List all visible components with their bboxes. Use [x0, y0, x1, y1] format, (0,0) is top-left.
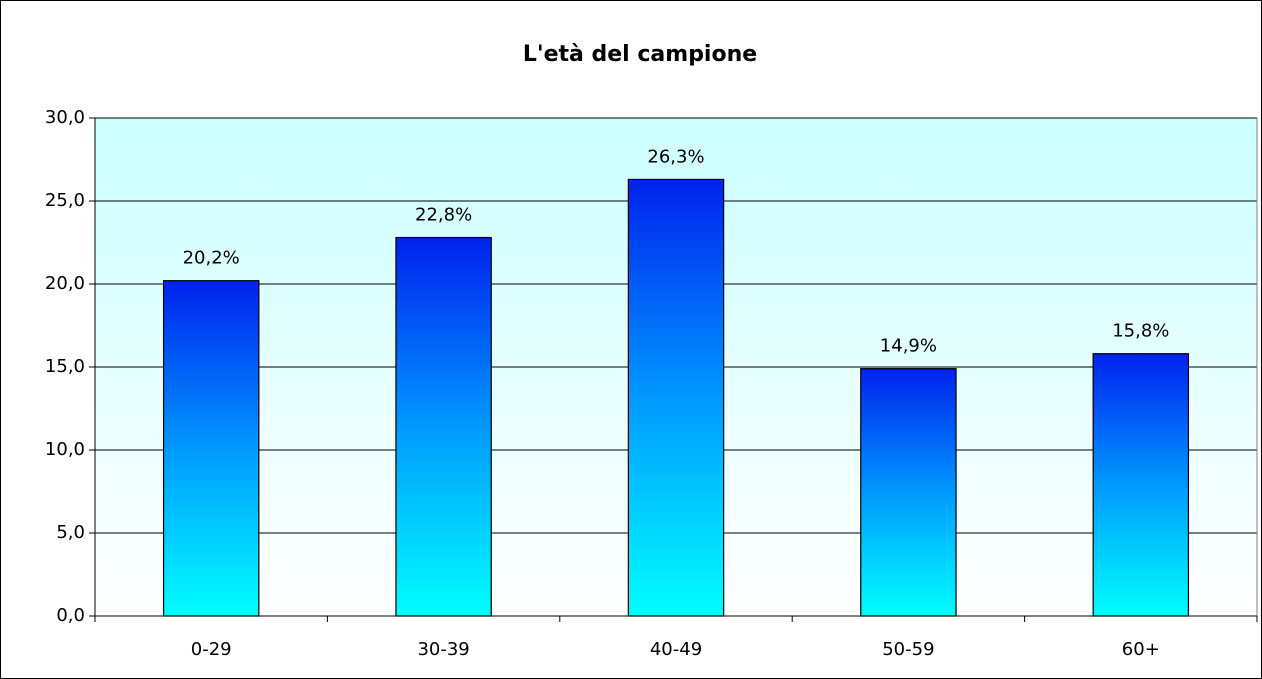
y-tick-label: 0,0 — [56, 605, 85, 626]
x-tick-label: 40-49 — [650, 639, 702, 660]
bar — [627, 178, 725, 617]
y-tick-label: 10,0 — [45, 439, 85, 460]
x-tick-label: 0-29 — [191, 639, 232, 660]
y-tick-label: 30,0 — [45, 107, 85, 128]
data-label: 14,9% — [880, 336, 937, 357]
y-tick-label: 15,0 — [45, 356, 85, 377]
chart-title: L'età del campione — [523, 42, 757, 67]
x-tick-label: 50-59 — [882, 639, 934, 660]
data-label: 15,8% — [1112, 321, 1169, 342]
y-tick-label: 5,0 — [56, 522, 85, 543]
bar — [860, 368, 957, 617]
data-label: 22,8% — [415, 205, 472, 226]
y-tick-label: 25,0 — [45, 190, 85, 211]
bar — [1092, 353, 1190, 617]
data-label: 20,2% — [183, 248, 240, 269]
x-tick-label: 30-39 — [417, 639, 469, 660]
data-label: 26,3% — [647, 146, 704, 167]
bar — [395, 236, 492, 617]
bar — [162, 280, 260, 617]
x-tick-label: 60+ — [1122, 639, 1160, 660]
y-tick-label: 20,0 — [45, 273, 85, 294]
